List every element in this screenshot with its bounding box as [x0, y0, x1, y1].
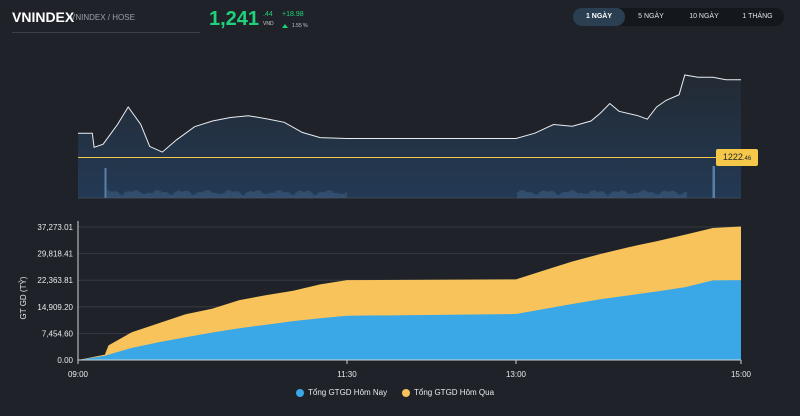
- index-subtitle: VNINDEX / HOSE: [70, 13, 135, 22]
- y-tick-label: 7,454.60: [42, 329, 74, 338]
- volume-bars-morning: [107, 190, 347, 198]
- y-tick-label: 0.00: [57, 356, 73, 365]
- price-decimal: .44: [263, 11, 273, 18]
- price-change: +18.98: [282, 11, 304, 18]
- legend-item-yesterday[interactable]: Tổng GTGD Hôm Qua: [402, 388, 494, 397]
- y-tick-label: 29,818.41: [37, 250, 73, 259]
- tab-1-day[interactable]: 1 NGÀY: [573, 8, 625, 26]
- area-today: [78, 280, 741, 360]
- x-tick-label: 15:00: [731, 370, 752, 379]
- tab-1-month[interactable]: 1 THÁNG: [742, 13, 773, 20]
- tab-10-days[interactable]: 10 NGÀY: [689, 13, 719, 20]
- volume-spike-close: [712, 166, 715, 198]
- legend-dot-today: [296, 388, 304, 397]
- price-unit: VND: [263, 21, 274, 27]
- volume-spike-open: [104, 168, 107, 198]
- price-value: 1,241: [209, 8, 260, 30]
- price-area: [78, 75, 741, 198]
- y-tick-label: 14,909.20: [37, 303, 73, 312]
- volume-bars-afternoon: [517, 190, 687, 198]
- x-tick-label: 13:00: [506, 370, 527, 379]
- timeframe-tabs: 1 NGÀY 5 NGÀY 10 NGÀY 1 THÁNG: [573, 8, 784, 26]
- legend-item-today[interactable]: Tổng GTGD Hôm Nay: [296, 388, 387, 397]
- x-tick-label: 09:00: [68, 370, 89, 379]
- tab-5-days[interactable]: 5 NGÀY: [638, 13, 664, 20]
- trading-value-chart: 37,273.01 29,818.41 22,363.81 14,909.20 7,45…: [19, 221, 752, 379]
- header: VNINDEX VNINDEX / HOSE 1,241 .44 VND +18…: [0, 0, 800, 36]
- legend-dot-yesterday: [402, 388, 410, 397]
- y-tick-label: 37,273.01: [37, 223, 73, 232]
- price-line: [78, 74, 741, 153]
- arrow-up-icon: [282, 24, 288, 28]
- legend-label-yesterday: Tổng GTGD Hôm Qua: [414, 388, 495, 397]
- title-divider: [12, 32, 200, 33]
- reference-price-tag: 1222.46: [716, 149, 758, 166]
- legend-label-today: Tổng GTGD Hôm Nay: [308, 388, 388, 397]
- intraday-price-chart: [78, 74, 741, 199]
- y-tick-label: 22,363.81: [37, 276, 73, 285]
- price-change-percent: 1.55 %: [292, 23, 308, 29]
- y-axis-title: GT GD (TỶ): [19, 276, 28, 319]
- x-tick-label: 11:30: [337, 370, 357, 379]
- legend: Tổng GTGD Hôm Nay Tổng GTGD Hôm Qua: [0, 388, 800, 402]
- index-title: VNINDEX: [12, 9, 75, 25]
